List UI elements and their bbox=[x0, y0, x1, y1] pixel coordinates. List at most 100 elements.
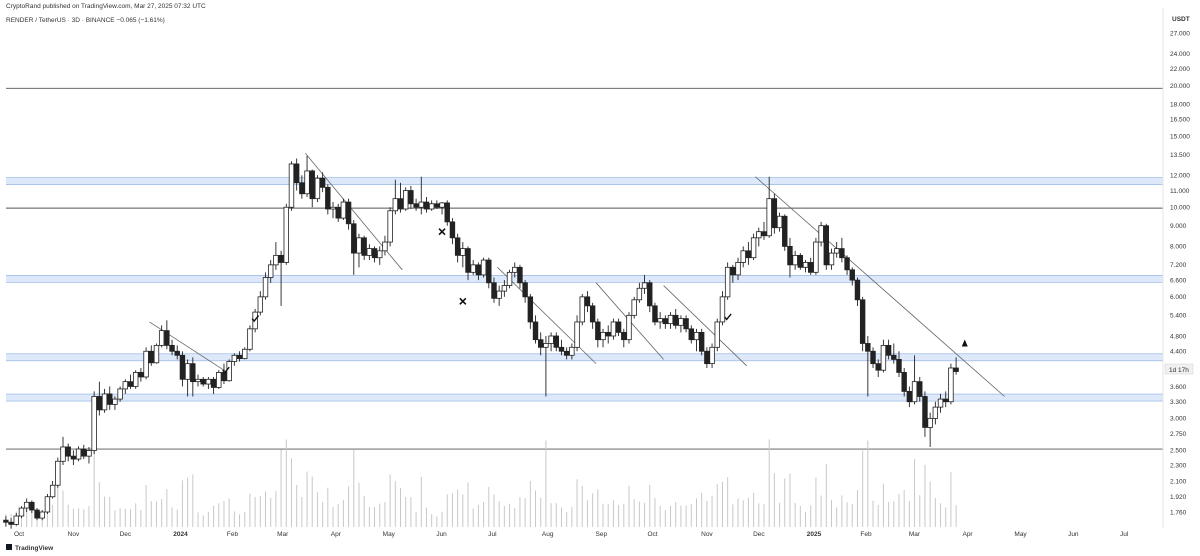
candle bbox=[428, 200, 435, 211]
candle-body bbox=[771, 198, 778, 229]
candle bbox=[880, 339, 887, 373]
candle bbox=[158, 325, 165, 348]
candle-body bbox=[891, 354, 897, 360]
candle bbox=[823, 223, 829, 270]
price-tick-label: 1.920 bbox=[1170, 494, 1187, 501]
cross-icon bbox=[459, 297, 467, 305]
candle-body bbox=[621, 331, 627, 341]
candle bbox=[231, 353, 238, 366]
candle bbox=[787, 237, 793, 278]
candle bbox=[413, 198, 419, 211]
candle-body bbox=[195, 378, 201, 383]
candle-body bbox=[112, 398, 118, 405]
candle-body bbox=[636, 287, 643, 301]
candle-body bbox=[91, 396, 97, 451]
candle bbox=[683, 315, 689, 333]
candle bbox=[724, 262, 731, 300]
candle-body bbox=[501, 285, 508, 292]
trendline-4 bbox=[663, 285, 747, 367]
last-price-tag: 1d 17h bbox=[1164, 363, 1194, 375]
candle-body bbox=[231, 354, 238, 362]
candle bbox=[600, 328, 606, 348]
candle bbox=[662, 315, 669, 329]
candle bbox=[891, 343, 897, 364]
candle-body bbox=[39, 511, 45, 519]
candle-body bbox=[454, 237, 461, 256]
candle-body bbox=[517, 266, 523, 284]
candle-body bbox=[96, 396, 103, 411]
candle-body bbox=[673, 314, 679, 326]
time-tick-label: Aug bbox=[542, 531, 554, 538]
price-tick-label: 27.000 bbox=[1170, 30, 1190, 37]
candle bbox=[849, 267, 855, 286]
candle-body bbox=[200, 378, 206, 385]
candle bbox=[190, 357, 196, 397]
candle bbox=[574, 315, 580, 352]
candle-body bbox=[408, 190, 414, 205]
price-tick-label: 7.200 bbox=[1170, 262, 1187, 269]
candle-body bbox=[849, 269, 855, 281]
candle-body bbox=[569, 346, 575, 356]
candle bbox=[818, 221, 824, 247]
candle bbox=[496, 285, 502, 306]
candle bbox=[288, 161, 295, 211]
candle bbox=[802, 260, 809, 273]
candle-body bbox=[885, 344, 892, 356]
price-tick-label: 22.000 bbox=[1170, 66, 1190, 73]
candle bbox=[55, 457, 61, 488]
candle bbox=[875, 359, 881, 377]
candle bbox=[377, 246, 383, 265]
candle bbox=[621, 328, 627, 348]
candle bbox=[101, 388, 108, 413]
candle bbox=[174, 345, 180, 360]
candle bbox=[512, 262, 518, 278]
horizontal-levels bbox=[6, 87, 1163, 450]
price-tick-label: 6.600 bbox=[1170, 277, 1187, 284]
candle bbox=[943, 391, 949, 408]
candle-body bbox=[179, 354, 186, 380]
candle bbox=[257, 291, 264, 316]
candle-body bbox=[486, 259, 492, 284]
candle-body bbox=[382, 241, 388, 252]
candle bbox=[13, 512, 19, 526]
candle-body bbox=[132, 372, 139, 387]
candle bbox=[527, 293, 534, 329]
candle bbox=[922, 391, 928, 437]
candle bbox=[548, 332, 554, 352]
candle bbox=[262, 272, 269, 300]
candle bbox=[397, 182, 404, 213]
candle-body bbox=[480, 259, 487, 276]
candle-body bbox=[387, 210, 393, 243]
candle bbox=[387, 207, 393, 247]
price-axis[interactable]: USDT 27.000 24.000 22.000 20.000 18.000 16.50… bbox=[1170, 16, 1190, 516]
candle-body bbox=[563, 350, 570, 356]
candle bbox=[517, 264, 523, 289]
level-band-1 bbox=[6, 177, 1163, 185]
time-axis[interactable]: Oct Nov Dec 2024 Feb Mar Apr May Jun Jul Aug Sep Oct… bbox=[14, 531, 1129, 538]
candle-body bbox=[605, 331, 611, 337]
candle bbox=[314, 175, 321, 203]
candle-body bbox=[81, 448, 87, 457]
candle-body bbox=[745, 250, 752, 259]
candle-body bbox=[548, 335, 554, 344]
last-price-box bbox=[1164, 363, 1194, 375]
candle bbox=[418, 176, 424, 215]
candle-body bbox=[351, 223, 357, 254]
candle bbox=[579, 293, 585, 326]
time-tick-label: Oct bbox=[647, 531, 657, 538]
candle bbox=[486, 257, 492, 289]
time-tick-label: Feb bbox=[860, 531, 872, 538]
arrow-up-icon bbox=[961, 339, 968, 347]
candle bbox=[44, 494, 51, 515]
candle bbox=[205, 376, 212, 389]
candle-body bbox=[75, 448, 82, 460]
price-tick-label: 12.000 bbox=[1170, 173, 1190, 180]
price-tick-label: 24.000 bbox=[1170, 51, 1190, 58]
candle bbox=[475, 262, 482, 281]
tradingview-logo: TradingView bbox=[6, 544, 54, 552]
candle-body bbox=[330, 206, 336, 210]
candle-body bbox=[652, 305, 658, 323]
candle-body bbox=[709, 346, 715, 365]
candle bbox=[184, 359, 191, 397]
